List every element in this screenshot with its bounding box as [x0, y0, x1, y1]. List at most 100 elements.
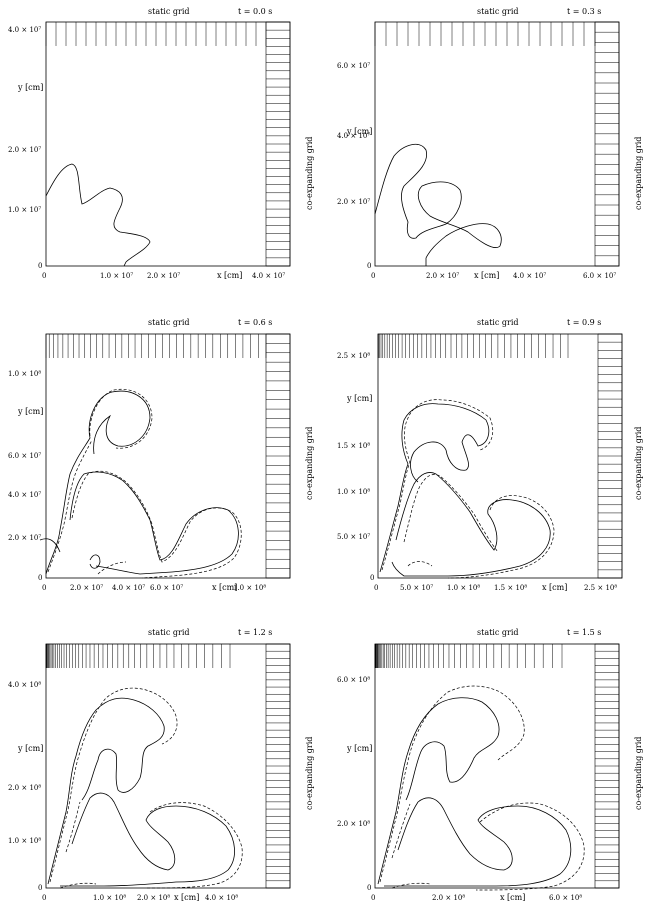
y-axis-label: y [cm] — [346, 127, 372, 136]
x-tick-label: 6.0 × 10⁷ — [150, 584, 183, 592]
static-grid-ticks — [377, 334, 569, 358]
y-axis-label: y [cm] — [346, 394, 372, 403]
side-label: co-expanding grid — [305, 137, 314, 210]
x-tick-label: 4.0 × 10⁷ — [513, 272, 546, 280]
x-tick-label: 1.0 × 10⁷ — [100, 272, 133, 280]
y-tick-label: 2.0 × 10⁷ — [8, 534, 41, 542]
x-tick-label: 2.0 × 10⁷ — [70, 584, 103, 592]
x-tick-label: 2.0 × 10⁸ — [137, 894, 170, 902]
x-tick-label: 4.0 × 10⁷ — [112, 584, 145, 592]
plot-frame — [374, 643, 620, 889]
y-tick-label: 4.0 × 10⁸ — [8, 681, 41, 689]
time-label: t = 1.2 s — [238, 628, 272, 637]
y-tick-label: 0 — [370, 574, 374, 582]
y-tick-label: 2.0 × 10⁷ — [8, 146, 41, 154]
contour-solid — [47, 697, 235, 887]
y-tick-label: 1.0 × 10⁷ — [8, 206, 41, 214]
y-tick-label: 2.5 × 10⁸ — [337, 352, 370, 360]
x-tick-label: 2.5 × 10⁸ — [584, 584, 617, 592]
y-tick-label: 2.0 × 10⁷ — [337, 198, 370, 206]
contour-dashed — [47, 388, 242, 579]
side-label: co-expanding grid — [634, 137, 643, 210]
panel-t-0-0: static grid t = 0.0 s y [cm] x [cm] co-e… — [8, 7, 314, 280]
x-tick-label: 0 — [42, 894, 46, 902]
co-expanding-grid-lines — [266, 333, 290, 579]
x-tick-label: 4.0 × 10⁷ — [252, 272, 285, 280]
x-tick-label: 2.0 × 10⁷ — [147, 272, 180, 280]
panel-t-1-5: static grid t = 1.5 s y [cm] x [cm] co-e… — [337, 628, 643, 902]
x-tick-label: 2.0 × 10⁷ — [426, 272, 459, 280]
x-tick-label: 1.0 × 10⁸ — [233, 584, 266, 592]
x-tick-label: 0 — [42, 272, 46, 280]
time-label: t = 0.3 s — [567, 7, 601, 16]
x-tick-label: 0 — [371, 272, 375, 280]
plot-frame — [45, 333, 291, 579]
y-tick-label: 0 — [367, 884, 371, 892]
contour-solid — [379, 403, 551, 577]
co-expanding-grid-lines — [595, 643, 619, 889]
contour-solid — [377, 697, 572, 887]
x-tick-label: 6.0 × 10⁸ — [549, 894, 582, 902]
x-axis-label: x [cm] — [500, 893, 525, 902]
top-label: static grid — [477, 7, 519, 16]
side-label: co-expanding grid — [305, 427, 314, 500]
y-tick-label: 4.0 × 10⁷ — [8, 491, 41, 499]
panel-t-0-6: static grid t = 0.6 s y [cm] x [cm] co-e… — [8, 318, 314, 592]
x-axis-label: x [cm] — [542, 583, 567, 592]
y-axis-label: y [cm] — [17, 744, 43, 753]
side-label: co-expanding grid — [634, 427, 643, 500]
x-tick-label: 5.0 × 10⁷ — [400, 584, 433, 592]
panel-t-0-3: static grid t = 0.3 s y [cm] x [cm] co-e… — [337, 7, 643, 280]
y-tick-label: 1.0 × 10⁸ — [8, 370, 41, 378]
static-grid-ticks — [374, 22, 596, 46]
x-tick-label: 0 — [42, 584, 46, 592]
panel-t-0-9: static grid t = 0.9 s y [cm] x [cm] co-e… — [337, 318, 643, 592]
y-tick-label: 4.0 × 10⁷ — [8, 26, 41, 34]
top-label: static grid — [477, 628, 519, 637]
top-label: static grid — [477, 318, 519, 327]
time-label: t = 1.5 s — [567, 628, 601, 637]
y-tick-label: 5.0 × 10⁷ — [337, 533, 370, 541]
x-tick-label: 0 — [371, 894, 375, 902]
co-expanding-grid-lines — [595, 21, 619, 267]
x-tick-label: 1.5 × 10⁸ — [494, 584, 527, 592]
x-axis-label: x [cm] — [474, 271, 499, 280]
x-axis-label: x [cm] — [174, 893, 199, 902]
x-tick-label: 0 — [374, 584, 378, 592]
time-label: t = 0.0 s — [238, 7, 272, 16]
plot-frame — [377, 333, 623, 579]
side-label: co-expanding grid — [634, 737, 643, 810]
static-grid-ticks — [45, 644, 231, 668]
y-tick-label: 0 — [38, 574, 42, 582]
y-axis-label: y [cm] — [17, 407, 43, 416]
top-label: static grid — [148, 318, 190, 327]
static-grid-ticks — [374, 644, 563, 668]
y-tick-label: 6.0 × 10⁷ — [8, 452, 41, 460]
contour-solid — [374, 143, 502, 266]
static-grid-ticks — [45, 334, 267, 358]
top-label: static grid — [148, 628, 190, 637]
x-tick-label: 1.0 × 10⁸ — [447, 584, 480, 592]
side-label: co-expanding grid — [305, 737, 314, 810]
static-grid-ticks — [45, 22, 267, 46]
plot-frame — [45, 643, 291, 889]
panel-t-1-2: static grid t = 1.2 s y [cm] x [cm] co-e… — [8, 628, 314, 902]
y-tick-label: 2.0 × 10⁸ — [337, 820, 370, 828]
x-axis-label: x [cm] — [217, 271, 242, 280]
plot-frame — [45, 21, 291, 267]
y-tick-label: 6.0 × 10⁸ — [337, 676, 370, 684]
y-tick-label: 0 — [38, 262, 42, 270]
co-expanding-grid-lines — [266, 643, 290, 889]
y-tick-label: 4.0 × 10⁷ — [337, 132, 370, 140]
y-tick-label: 1.5 × 10⁸ — [337, 442, 370, 450]
contour-solid — [39, 390, 239, 575]
y-tick-label: 0 — [367, 262, 371, 270]
x-axis-label: x [cm] — [212, 583, 237, 592]
x-tick-label: 4.0 × 10⁸ — [205, 894, 238, 902]
y-axis-label: y [cm] — [346, 744, 372, 753]
co-expanding-grid-lines — [266, 21, 290, 267]
contour-dashed — [381, 399, 555, 579]
co-expanding-grid-lines — [598, 333, 622, 579]
x-tick-label: 2.0 × 10⁸ — [432, 894, 465, 902]
